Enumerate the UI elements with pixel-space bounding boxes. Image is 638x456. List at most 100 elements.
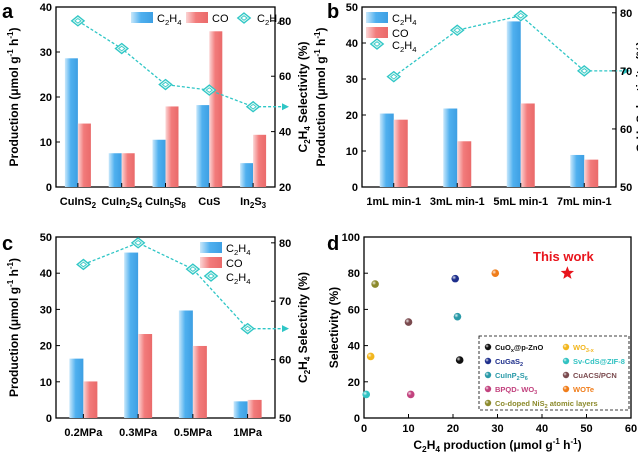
selectivity-point [240, 322, 255, 335]
y2-tick-label: 60 [279, 355, 291, 367]
marker-inner [189, 266, 197, 272]
bar-c2h4 [124, 252, 139, 418]
y2-tick-label: 70 [279, 296, 291, 308]
y-tick-label: 20 [40, 92, 52, 104]
selectivity-point [130, 237, 146, 249]
text-span: 2 [165, 18, 169, 27]
panel-label: a [2, 1, 14, 23]
scatter-point-shine [453, 312, 462, 321]
selectivity-point [386, 70, 402, 83]
text-span: h [7, 269, 21, 280]
legend-swatch-selectivity [369, 38, 385, 50]
x-tick-label: CuIn5S8 [145, 196, 186, 210]
legend-label-co: CO [212, 13, 229, 25]
legend-label: Co-doped NiS2 atomic layers [495, 399, 598, 410]
bar-co [209, 31, 223, 187]
text-span: 4 [303, 126, 312, 131]
bar-co [83, 381, 98, 418]
legend-swatch-co [186, 12, 208, 23]
bar-c2h4 [506, 21, 521, 188]
legend-dot-shine [562, 343, 570, 351]
legend-item: CuGaS2 [484, 357, 523, 368]
axis-arrow-head [282, 325, 289, 333]
legend-label-c2h4: C2H4 [226, 243, 251, 257]
y2-tick-label: 70 [620, 66, 632, 78]
selectivity-point [70, 15, 86, 27]
x-tick-label: In2S3 [240, 196, 267, 210]
x-tick-label: 40 [536, 423, 548, 435]
bar-c2h4 [443, 108, 458, 187]
text-span: -1 [6, 49, 15, 57]
text-span: Production (μmol g [7, 287, 21, 397]
text-span: 4 [177, 18, 182, 27]
text-span: -1 [6, 262, 15, 270]
scatter-point-shine [404, 318, 413, 326]
legend-swatch-c2h4 [366, 12, 388, 23]
marker-inner [207, 273, 215, 279]
text-span: H [238, 272, 246, 284]
this-work-label: This work [533, 249, 594, 264]
y-tick-label: 40 [348, 341, 360, 353]
legend-swatch-c2h4 [200, 242, 222, 253]
y-tick-label: 20 [348, 377, 360, 389]
panel-label: d [327, 233, 339, 255]
text-span: C [226, 243, 234, 255]
bar-co [584, 159, 599, 187]
y2-tick-label: 60 [620, 124, 632, 136]
legend-label: CuOx@p-ZnO [495, 343, 543, 354]
text-span: Selectivity (%) [634, 42, 638, 127]
text-span: CuS [198, 196, 220, 208]
scatter-point [366, 352, 375, 361]
bar-c2h4 [240, 163, 254, 187]
panel-label: c [2, 233, 13, 255]
marker-inner [453, 27, 461, 33]
text-span: @p-ZnO [514, 343, 544, 352]
text-span: Production (μmol g [314, 56, 328, 166]
selectivity-point [449, 24, 465, 37]
text-span: S [520, 371, 525, 380]
y-axis-title: Selectivity (%) [327, 287, 341, 368]
text-span: ) [578, 438, 582, 452]
axis-arrow-head [623, 67, 630, 75]
y-tick-label: 40 [346, 38, 358, 50]
text-span: BPQD- WO [495, 385, 534, 394]
text-span: ) [7, 28, 21, 32]
marker-inner [74, 18, 82, 24]
legend-dot-shine [484, 343, 492, 351]
legend-label-c2h4: C2H4 [392, 40, 417, 54]
y2-tick-label: 50 [279, 413, 291, 425]
text-span: -1 [313, 49, 322, 57]
legend-label: CuInP2S6 [495, 371, 528, 382]
text-span: S [254, 196, 261, 208]
text-span: C [157, 13, 165, 25]
marker-inner [118, 45, 126, 52]
legend-swatch-selectivity [203, 270, 219, 282]
legend-item: BPQD- WO3 [484, 385, 537, 396]
text-span: 8 [181, 201, 186, 210]
bar-c2h4 [233, 401, 248, 418]
text-span: 2 [234, 277, 238, 286]
y-tick-label: 0 [46, 413, 52, 425]
legend-label: BPQD- WO3 [495, 385, 537, 396]
x-tick-label: 0.2MPa [64, 427, 103, 439]
plot-frame [55, 236, 276, 419]
marker-inner [373, 41, 381, 47]
y2-axis-title: C2H4 Selectivity (%) [296, 272, 312, 383]
text-span: H [634, 131, 638, 140]
x-tick-label: 1MPa [233, 427, 263, 439]
x-tick-label: 60 [625, 423, 637, 435]
text-span: CuIn [145, 196, 170, 208]
text-span: H [427, 438, 436, 452]
text-span: 4 [303, 356, 312, 361]
legend-label-c2h4: C2H4 [157, 13, 182, 27]
legend-dot-shine [484, 385, 492, 393]
legend-label: Sv-CdS@ZIF-8 [573, 357, 625, 366]
y-axis-title: Production (μmol g-1 h-1) [6, 28, 21, 167]
text-span: -1 [571, 437, 579, 446]
bar-co [165, 106, 179, 187]
text-span: 2 [520, 362, 523, 368]
scatter-point [404, 318, 413, 326]
legend-label: WO3-x [573, 343, 595, 354]
text-span: 2 [92, 201, 97, 210]
